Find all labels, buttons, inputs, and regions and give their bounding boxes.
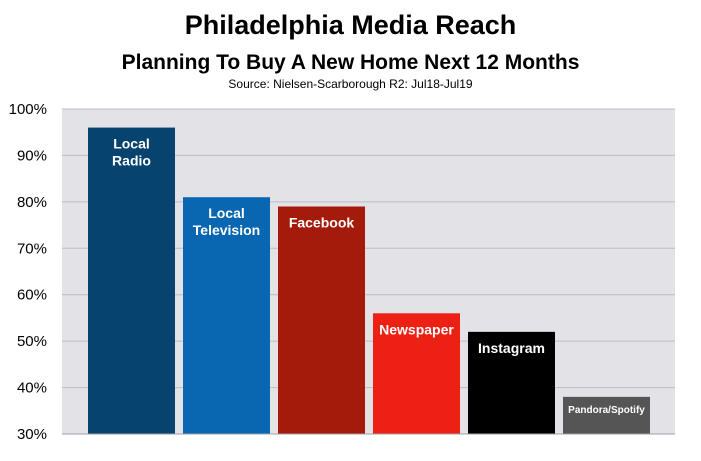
bar (373, 313, 460, 434)
bar-label: Local (113, 136, 150, 152)
bar-label: Instagram (478, 340, 545, 356)
bar (563, 396, 650, 434)
bar-label: Radio (112, 153, 151, 169)
bar-label: Television (193, 222, 260, 238)
bar-label: Newspaper (379, 321, 454, 337)
chart-subtitle: Planning To Buy A New Home Next 12 Month… (121, 51, 580, 74)
y-tick-label: 90% (17, 147, 47, 164)
bar (468, 331, 555, 434)
bar (278, 206, 365, 434)
y-tick-label: 60% (17, 287, 47, 304)
y-tick-label: 100% (9, 101, 47, 118)
y-tick-label: 50% (17, 333, 47, 350)
y-tick-label: 70% (17, 240, 47, 257)
y-tick-label: 80% (17, 194, 47, 211)
bar-label: Facebook (289, 215, 355, 231)
y-tick-label: 30% (17, 426, 47, 443)
bar (88, 127, 175, 435)
bar-label: Pandora/Spotify (568, 405, 645, 416)
chart-title: Philadelphia Media Reach (184, 10, 517, 40)
chart-source: Source: Nielsen-Scarborough R2: Jul18-Ju… (228, 77, 473, 91)
bar-label: Local (208, 205, 245, 221)
y-tick-label: 40% (17, 380, 47, 397)
bar (183, 197, 270, 434)
